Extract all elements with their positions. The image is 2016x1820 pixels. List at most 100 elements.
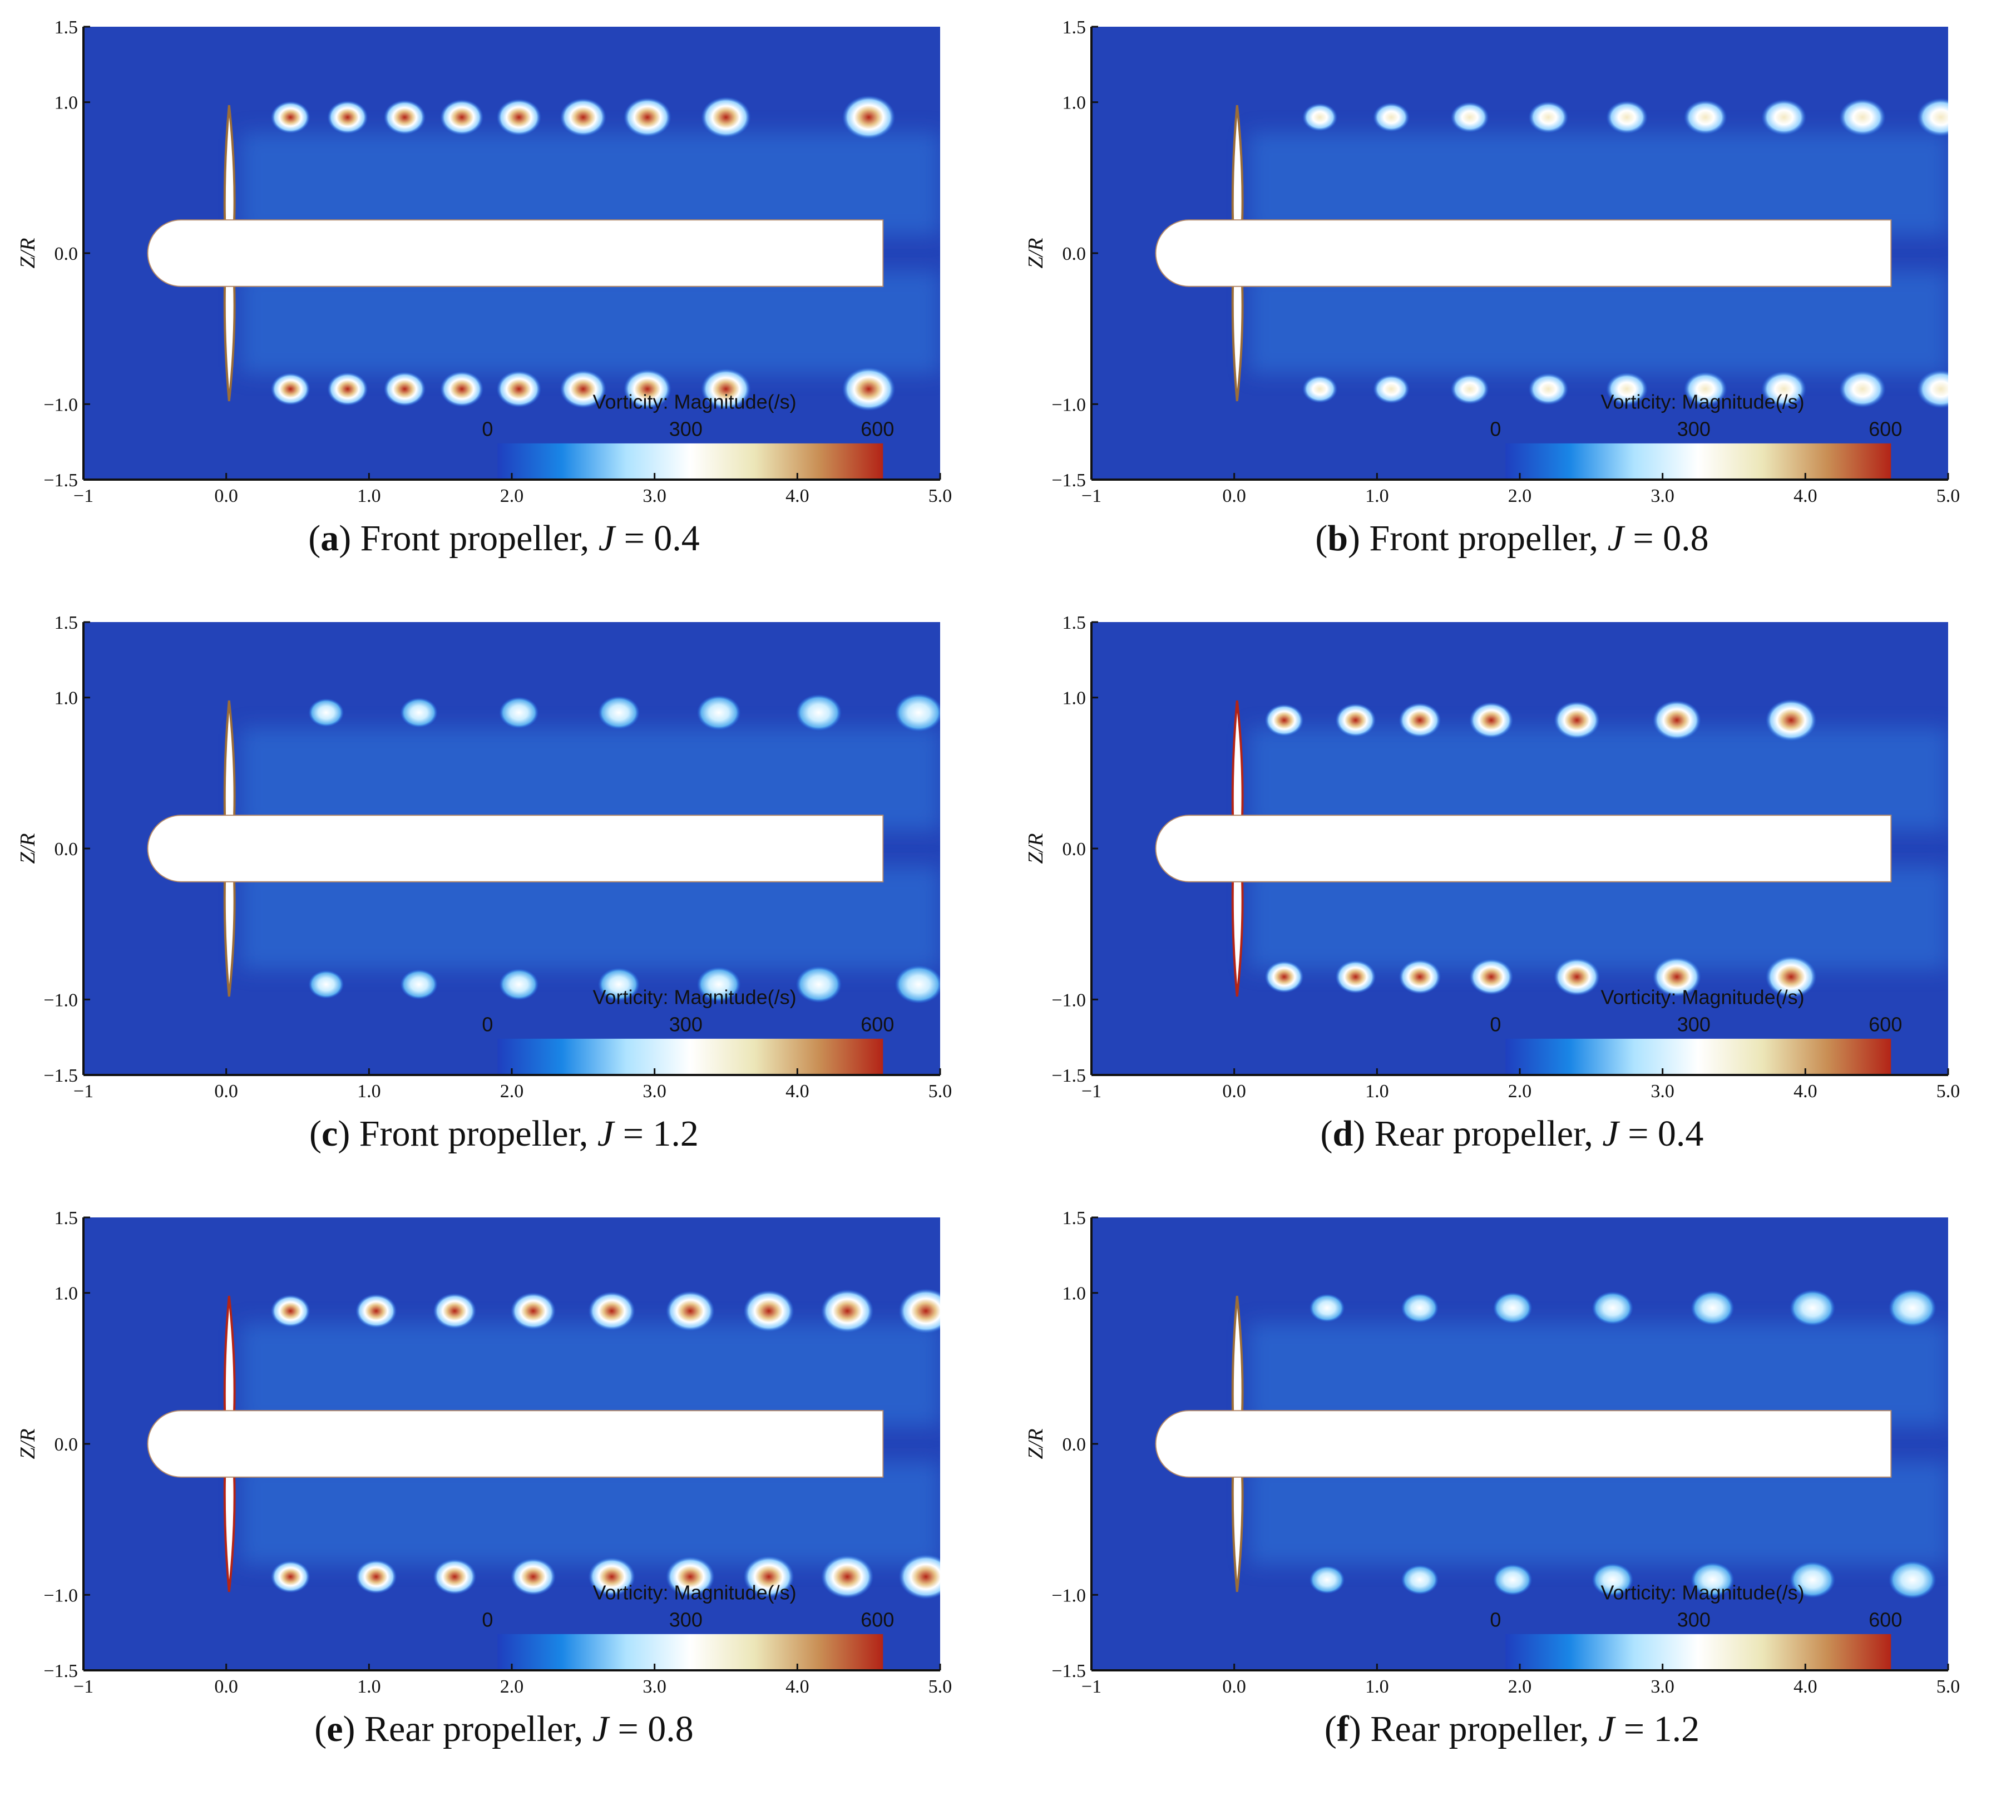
tip-vortex	[1683, 100, 1727, 135]
panel-caption: (d) Rear propeller, J = 0.4	[1008, 1113, 2016, 1155]
x-tick-label: 4.0	[785, 1676, 809, 1697]
caption-part: = 0.8	[609, 1709, 694, 1749]
tip-vortex	[1889, 1560, 1936, 1599]
panel-caption: (b) Front propeller, J = 0.8	[1008, 517, 2016, 560]
y-tick-label: 1.5	[1063, 1208, 1086, 1229]
x-tick-label: 0.0	[1222, 1676, 1246, 1697]
tip-vortex	[1309, 1565, 1345, 1594]
colorbar	[1505, 1038, 1891, 1075]
x-tick-label: 2.0	[500, 1676, 524, 1697]
tip-vortex	[1401, 1293, 1439, 1323]
x-tick-label: −1	[73, 1676, 93, 1697]
x-tick-label: 5.0	[1936, 1676, 1960, 1697]
vorticity-plot-f: Vorticity: Magnitude(/s) 0 300 600 −1 0.0 1.0 2…	[1024, 1208, 1960, 1703]
colorbar-tick: 0	[482, 1608, 493, 1631]
tip-vortex	[1302, 103, 1338, 132]
colorbar-title: Vorticity: Magnitude(/s)	[1600, 985, 1804, 1008]
x-tick-label: 3.0	[643, 486, 666, 506]
colorbar-title: Vorticity: Magnitude(/s)	[1600, 1581, 1804, 1604]
x-tick-label: 2.0	[1508, 1676, 1532, 1697]
colorbar-tick: 0	[1490, 1013, 1501, 1035]
y-tick-label: 1.0	[55, 93, 78, 114]
panel-caption: (e) Rear propeller, J = 0.8	[0, 1708, 1008, 1750]
wake-upper	[1248, 132, 1948, 235]
y-axis-label: Z/R	[16, 1429, 39, 1459]
tip-vortex	[623, 97, 671, 137]
y-tick-label: 0.0	[55, 839, 78, 860]
wake-lower	[240, 1462, 940, 1565]
y-tick-label: 1.0	[55, 688, 78, 709]
y-tick-label: 1.5	[55, 1208, 78, 1229]
x-tick-label: 1.0	[1365, 1676, 1389, 1697]
tip-vortex	[1373, 102, 1410, 132]
y-tick-label: −1.0	[43, 1585, 78, 1606]
tip-vortex	[327, 372, 368, 406]
x-tick-label: 5.0	[1936, 1081, 1960, 1102]
vorticity-plot-c: Vorticity: Magnitude(/s) 0 300 600 −1 0.0 1.0 2…	[16, 613, 952, 1107]
colorbar-tick: 600	[1869, 1013, 1902, 1035]
colorbar-tick: 600	[861, 1013, 894, 1035]
tip-vortex	[1450, 373, 1489, 405]
caption-part: J	[1602, 1113, 1619, 1154]
tip-vortex	[1691, 1290, 1735, 1326]
x-tick-label: 4.0	[785, 486, 809, 506]
caption-part: J	[1607, 518, 1624, 559]
x-tick-label: 1.0	[357, 486, 381, 506]
y-tick-label: −1.5	[1051, 1066, 1086, 1086]
tip-vortex	[355, 1294, 397, 1328]
tip-vortex	[270, 101, 310, 134]
hub-body	[1155, 815, 1892, 882]
x-tick-label: 0.0	[214, 1676, 238, 1697]
tip-vortex	[270, 1560, 310, 1593]
panel-caption: (c) Front propeller, J = 1.2	[0, 1113, 1008, 1155]
tip-vortex	[1761, 99, 1807, 136]
tip-vortex	[1916, 369, 1948, 408]
tip-vortex	[895, 693, 940, 732]
wake-upper	[1248, 727, 1948, 831]
hub-body	[1155, 1410, 1892, 1478]
tip-vortex	[696, 695, 741, 731]
tip-vortex	[499, 697, 539, 729]
colorbar-tick: 300	[669, 1013, 703, 1035]
y-tick-label: −1.5	[43, 1066, 78, 1086]
tip-vortex	[701, 96, 751, 138]
y-tick-label: 1.0	[1063, 688, 1086, 709]
tip-vortex	[1399, 959, 1441, 994]
tip-vortex	[1493, 1292, 1533, 1324]
y-tick-label: −1.0	[43, 990, 78, 1010]
panel-caption: (f) Rear propeller, J = 1.2	[1008, 1708, 2016, 1750]
y-tick-label: 0.0	[55, 1434, 78, 1455]
y-tick-label: −1.5	[1051, 1661, 1086, 1681]
wake-lower	[240, 271, 940, 374]
tip-vortex	[383, 100, 426, 135]
x-tick-label: 2.0	[500, 486, 524, 506]
panel-d: Vorticity: Magnitude(/s) 0 300 600 −1 0.0 1.0 2…	[1008, 595, 2016, 1191]
tip-vortex	[1790, 1290, 1836, 1326]
caption-part: J	[592, 1709, 609, 1749]
caption-part: = 0.4	[615, 518, 700, 559]
colorbar-tick: 0	[1490, 417, 1501, 440]
tip-vortex	[795, 966, 842, 1003]
y-axis-label: Z/R	[1024, 238, 1047, 269]
y-tick-label: 0.0	[1063, 839, 1086, 860]
y-axis-label: Z/R	[1024, 1429, 1047, 1459]
x-tick-label: 0.0	[214, 1081, 238, 1102]
caption-part: e	[327, 1709, 343, 1749]
x-tick-label: 3.0	[643, 1081, 666, 1102]
caption-part: ) Front propeller,	[339, 518, 599, 559]
x-tick-label: 3.0	[1651, 1081, 1674, 1102]
x-tick-label: 4.0	[1793, 1081, 1817, 1102]
tip-vortex	[496, 371, 542, 408]
x-tick-label: 3.0	[643, 1676, 666, 1697]
tip-vortex	[1309, 1294, 1345, 1323]
tip-vortex	[510, 1558, 556, 1596]
x-axis-label: X/R	[1503, 1104, 1536, 1107]
x-tick-label: 4.0	[785, 1081, 809, 1102]
caption-part: ) Rear propeller,	[343, 1709, 592, 1749]
y-tick-label: −1.0	[1051, 990, 1086, 1010]
x-tick-label: 0.0	[1222, 486, 1246, 506]
colorbar-tick: 600	[861, 1608, 894, 1631]
tip-vortex	[1592, 1291, 1633, 1325]
tip-vortex	[1839, 370, 1886, 408]
tip-vortex	[1652, 700, 1701, 741]
